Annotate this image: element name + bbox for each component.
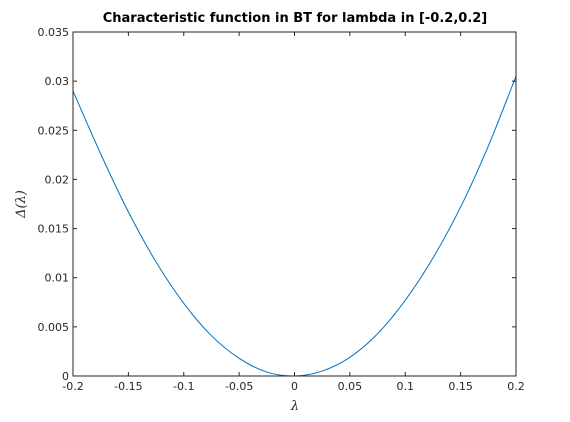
x-axis-label: λ <box>290 399 299 414</box>
y-tick-label: 0.01 <box>45 272 70 285</box>
plot-box <box>72 31 517 377</box>
y-tick-label: 0.025 <box>38 124 70 137</box>
chart-title: Characteristic function in BT for lambda… <box>103 11 488 26</box>
x-tick-label: -0.2 <box>62 380 83 393</box>
y-tick-label: 0.035 <box>38 26 70 39</box>
plot-area <box>73 32 516 376</box>
y-tick-label: 0.015 <box>38 223 70 236</box>
x-tick-label: -0.1 <box>173 380 194 393</box>
y-tick-label: 0 <box>62 370 69 383</box>
y-tick-label: 0.005 <box>38 321 70 334</box>
y-axis-label: Δ(λ) <box>14 190 29 219</box>
ticks-layer: -0.2 -0.15 -0.1 -0.05 0 0.05 0.1 0.15 0.2 0 0.005 0… <box>38 26 525 393</box>
x-tick-label: 0.05 <box>338 380 363 393</box>
x-tick-label: 0.15 <box>448 380 473 393</box>
y-tick-label: 0.02 <box>45 173 70 186</box>
x-tick-label: -0.15 <box>114 380 142 393</box>
x-tick-label: 0.2 <box>507 380 525 393</box>
x-tick-label: 0 <box>291 380 298 393</box>
y-tick-label: 0.03 <box>45 75 70 88</box>
x-tick-label: 0.1 <box>397 380 415 393</box>
x-tick-label: -0.05 <box>225 380 253 393</box>
